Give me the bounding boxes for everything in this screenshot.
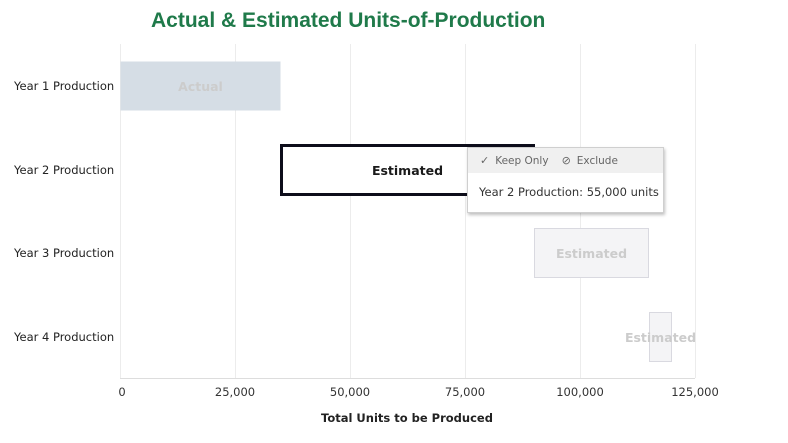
tooltip-actions: ✓ Keep Only ⊘ Exclude [468, 148, 663, 173]
bar-label: Estimated [556, 246, 627, 261]
x-tick-label: 75,000 [445, 385, 485, 399]
y-category-label: Year 1 Production [13, 79, 114, 93]
chart-title: Actual & Estimated Units-of-Production [151, 9, 546, 32]
y-category-label: Year 2 Production [13, 163, 114, 177]
checkmark-icon: ✓ [480, 154, 490, 167]
x-tick-label: 25,000 [215, 385, 255, 399]
y-category-label: Year 4 Production [13, 330, 114, 344]
bar-label: Actual [178, 79, 223, 94]
keep-only-button[interactable]: ✓ Keep Only [480, 154, 549, 167]
y-category-label: Year 3 Production [13, 246, 114, 260]
keep-only-label: Keep Only [495, 154, 549, 167]
bar-1[interactable] [120, 61, 281, 111]
bar-label: Estimated [372, 163, 443, 178]
no-entry-icon: ⊘ [561, 154, 571, 167]
exclude-button[interactable]: ⊘ Exclude [562, 154, 618, 167]
x-tick-label: 125,000 [671, 385, 719, 399]
tooltip: ✓ Keep Only ⊘ Exclude Year 2 Production:… [467, 147, 664, 213]
x-axis-title: Total Units to be Produced [321, 411, 493, 425]
exclude-label: Exclude [576, 154, 618, 167]
x-tick-label: 0 [118, 385, 125, 399]
x-tick-label: 50,000 [330, 385, 370, 399]
tooltip-text: Year 2 Production: 55,000 units [479, 185, 659, 199]
bar-label: Estimated [625, 330, 696, 345]
bar-3[interactable] [534, 228, 649, 278]
bar-4[interactable] [649, 312, 672, 362]
x-tick-label: 100,000 [556, 385, 604, 399]
